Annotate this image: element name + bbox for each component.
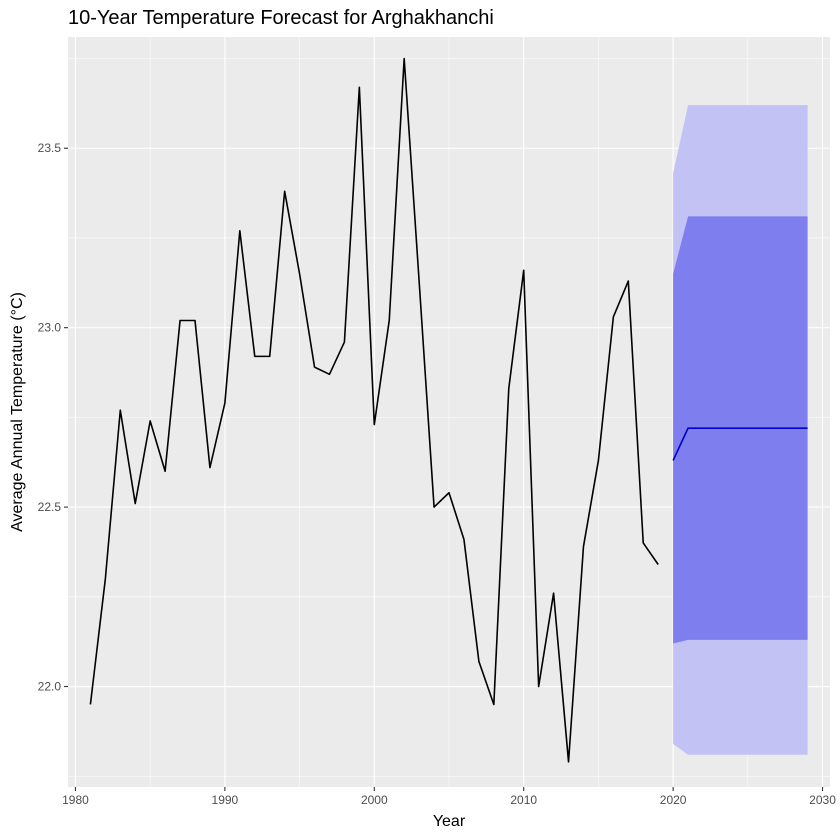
interval-80-band [673, 216, 808, 644]
x-axis-title: Year [433, 813, 466, 830]
y-tick-label: 23.5 [38, 141, 62, 155]
y-axis-ticks: 22.0 22.5 23.0 23.5 [38, 141, 68, 694]
x-tick-label: 1990 [212, 793, 239, 807]
y-tick-label: 22.5 [38, 500, 62, 514]
y-axis-title: Average Annual Temperature (°C) [9, 292, 26, 532]
x-tick-label: 2000 [361, 793, 388, 807]
x-tick-label: 1980 [62, 793, 89, 807]
y-tick-label: 23.0 [38, 321, 62, 335]
x-axis-ticks: 1980 1990 2000 2010 2020 2030 [62, 787, 836, 807]
series-lines [89, 57, 808, 763]
chart-title: 10-Year Temperature Forecast for Arghakh… [68, 7, 494, 29]
x-tick-label: 2010 [510, 793, 537, 807]
prediction-intervals [673, 105, 808, 755]
y-tick-label: 22.0 [38, 680, 62, 694]
history-series-line [89, 57, 659, 763]
x-tick-label: 2030 [809, 793, 836, 807]
x-tick-label: 2020 [660, 793, 687, 807]
forecast-mean-line [672, 427, 808, 461]
